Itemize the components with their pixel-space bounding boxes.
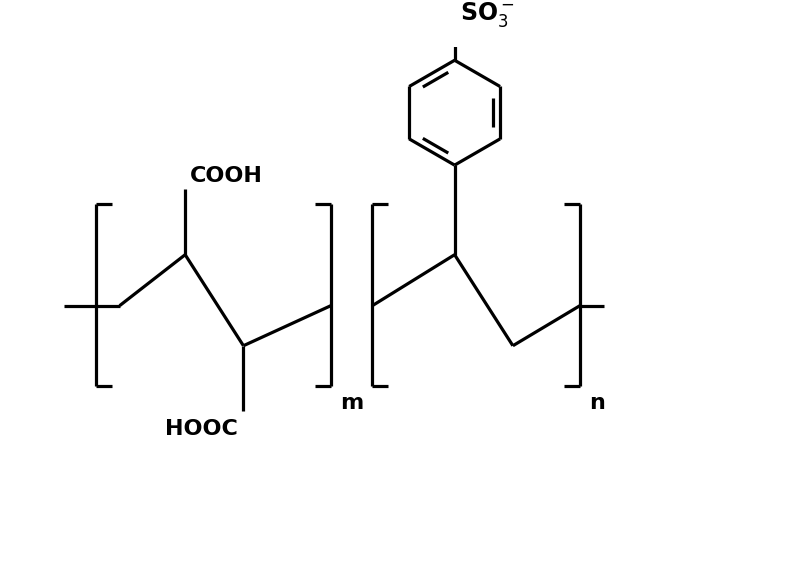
Text: n: n [590,393,606,413]
Text: COOH: COOH [190,166,263,185]
Text: m: m [340,393,363,413]
Text: SO$_3^-$: SO$_3^-$ [460,0,514,29]
Text: HOOC: HOOC [166,418,238,438]
